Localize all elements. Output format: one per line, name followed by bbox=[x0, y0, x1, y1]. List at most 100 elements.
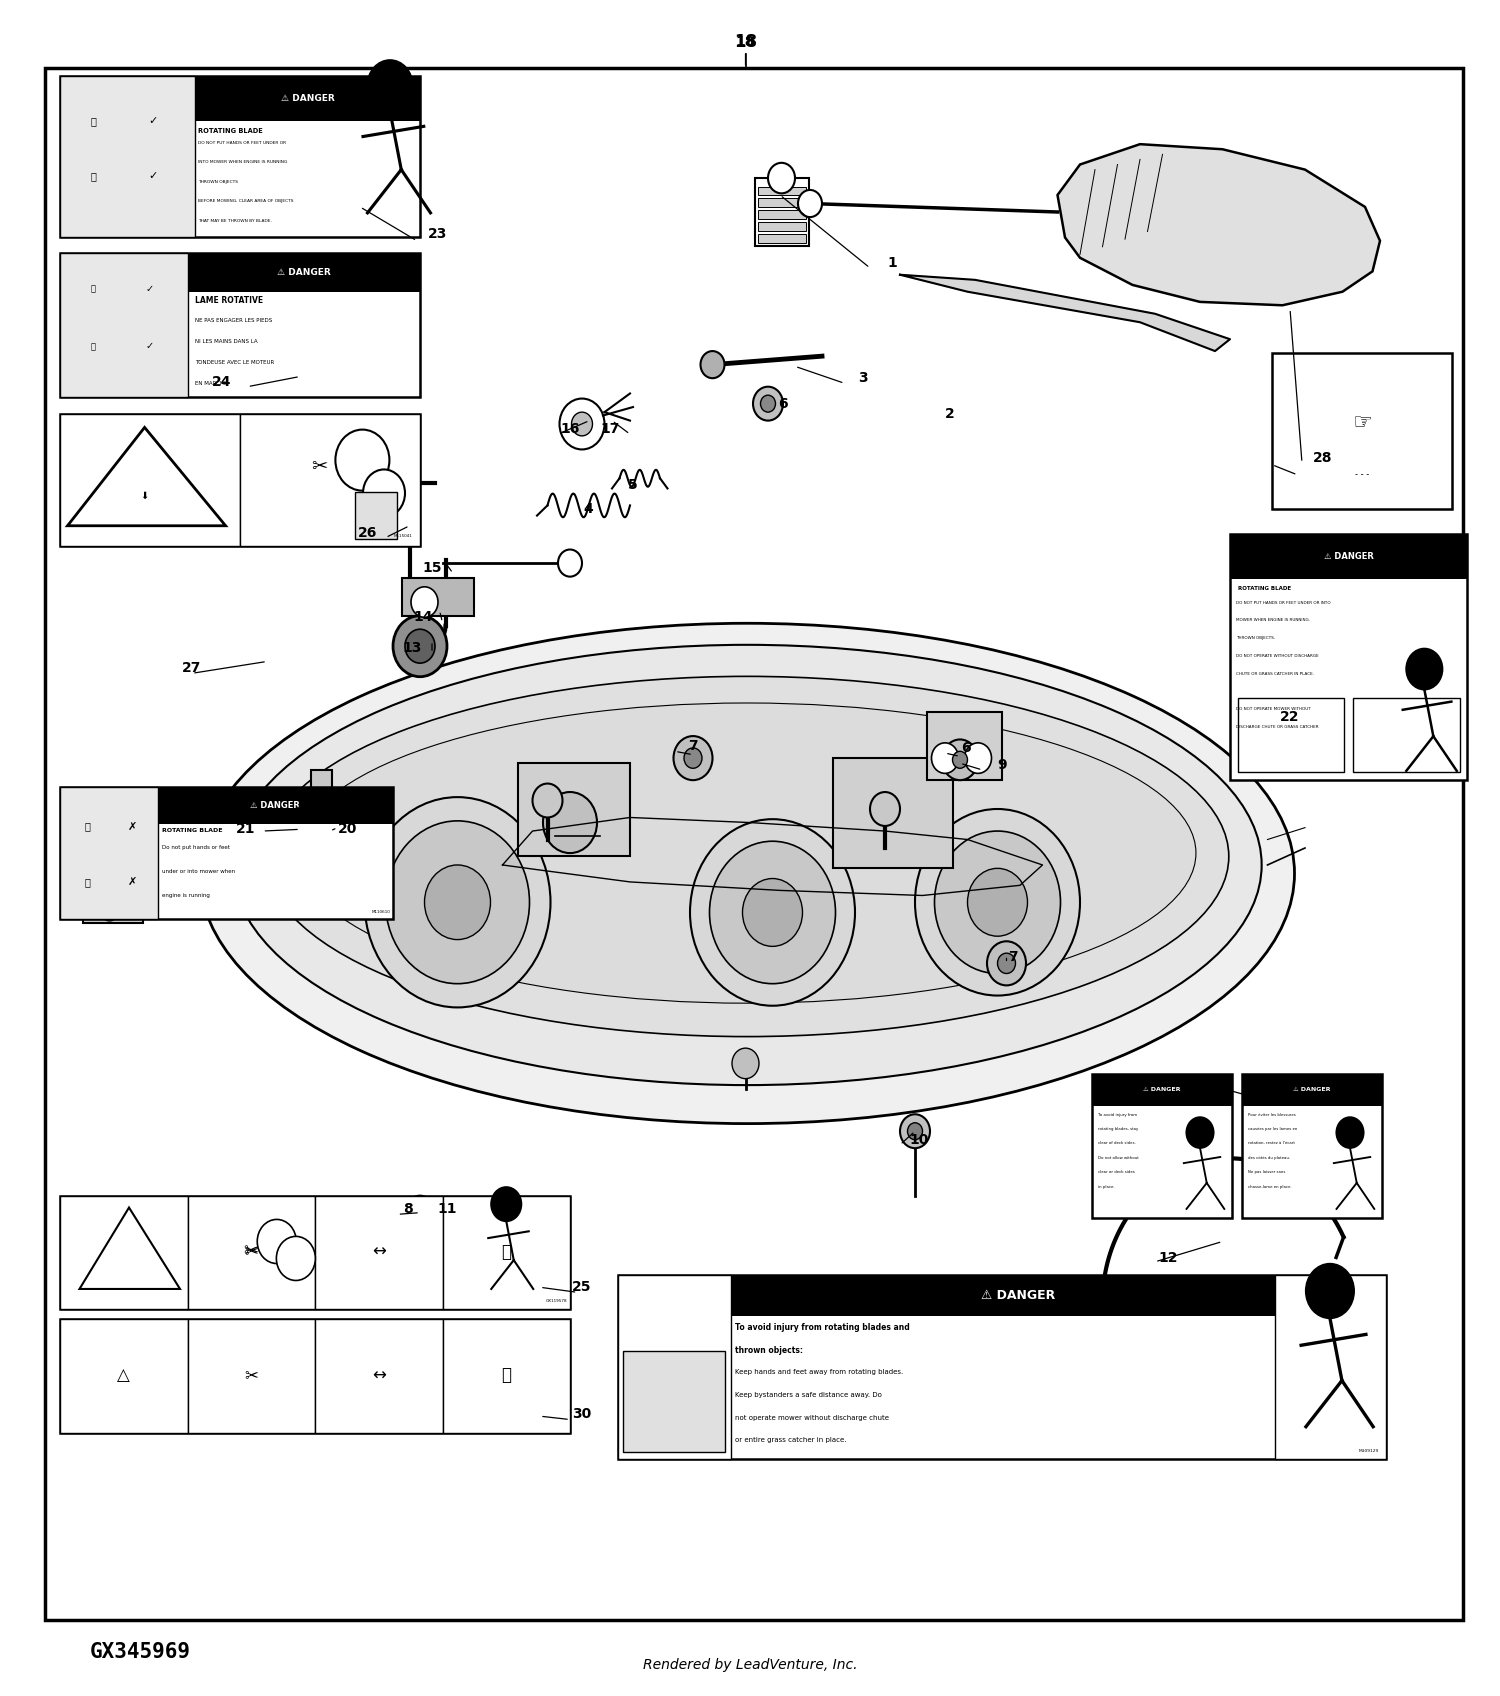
Bar bbox=[442, 1196, 570, 1309]
Bar bbox=[60, 1196, 188, 1309]
Text: 11: 11 bbox=[438, 1202, 456, 1216]
Text: 🧍: 🧍 bbox=[501, 1367, 512, 1384]
Bar bbox=[758, 210, 806, 219]
Text: or entire grass catcher in place.: or entire grass catcher in place. bbox=[735, 1438, 846, 1443]
Text: TONDEUSE AVEC LE MOTEUR: TONDEUSE AVEC LE MOTEUR bbox=[195, 360, 274, 365]
Text: Pour éviter les blessures: Pour éviter les blessures bbox=[1248, 1113, 1296, 1116]
Circle shape bbox=[987, 941, 1026, 985]
Text: ROTATING BLADE: ROTATING BLADE bbox=[162, 828, 222, 833]
Bar bbox=[60, 76, 195, 237]
Text: 5: 5 bbox=[628, 478, 638, 492]
Text: ⚠ DANGER: ⚠ DANGER bbox=[1143, 1087, 1180, 1092]
Circle shape bbox=[100, 838, 118, 858]
Text: rotating blades, stay: rotating blades, stay bbox=[1098, 1128, 1138, 1131]
Text: ⚠ DANGER: ⚠ DANGER bbox=[1293, 1087, 1330, 1092]
Text: Ne pas laisser sans: Ne pas laisser sans bbox=[1248, 1170, 1286, 1174]
Circle shape bbox=[332, 814, 356, 841]
Bar bbox=[188, 1196, 315, 1309]
Text: under or into mower when: under or into mower when bbox=[162, 868, 236, 873]
Circle shape bbox=[100, 855, 118, 875]
Text: 17: 17 bbox=[602, 422, 619, 436]
Text: ⬇: ⬇ bbox=[141, 490, 148, 500]
Circle shape bbox=[543, 792, 597, 853]
Circle shape bbox=[364, 797, 550, 1007]
Circle shape bbox=[558, 550, 582, 577]
Bar bbox=[310, 770, 332, 807]
Text: Do not allow without: Do not allow without bbox=[1098, 1157, 1138, 1160]
Bar bbox=[1242, 1074, 1382, 1218]
Text: ☞: ☞ bbox=[1352, 414, 1372, 432]
Circle shape bbox=[386, 821, 530, 984]
Text: Rendered by LeadVenture, Inc.: Rendered by LeadVenture, Inc. bbox=[642, 1659, 858, 1672]
Circle shape bbox=[742, 879, 802, 946]
Bar bbox=[158, 787, 393, 824]
Circle shape bbox=[732, 1048, 759, 1079]
Circle shape bbox=[900, 1114, 930, 1148]
Bar bbox=[60, 787, 393, 919]
Text: △: △ bbox=[117, 1367, 130, 1384]
Bar bbox=[927, 712, 1002, 780]
Bar bbox=[60, 1319, 570, 1433]
Text: causées par les lames en: causées par les lames en bbox=[1248, 1128, 1298, 1131]
Text: ↔: ↔ bbox=[372, 1243, 386, 1260]
Text: 24: 24 bbox=[213, 375, 231, 388]
Text: 13: 13 bbox=[404, 641, 422, 655]
Text: 4: 4 bbox=[584, 502, 592, 516]
Bar bbox=[60, 414, 240, 546]
Text: ⚠ DANGER: ⚠ DANGER bbox=[1323, 551, 1374, 561]
Text: 12: 12 bbox=[1158, 1252, 1179, 1265]
Circle shape bbox=[285, 812, 315, 846]
Circle shape bbox=[998, 953, 1016, 974]
Text: DO NOT PUT HANDS OR FEET UNDER OR INTO: DO NOT PUT HANDS OR FEET UNDER OR INTO bbox=[1236, 600, 1330, 605]
Bar bbox=[315, 1319, 442, 1433]
Text: 🖐: 🖐 bbox=[90, 285, 96, 293]
Polygon shape bbox=[80, 1208, 180, 1289]
Bar bbox=[60, 787, 158, 919]
Circle shape bbox=[700, 351, 724, 378]
Text: 🧍: 🧍 bbox=[501, 1243, 512, 1260]
Text: 31: 31 bbox=[1284, 1091, 1302, 1104]
Circle shape bbox=[1336, 1118, 1364, 1148]
Text: engine is running: engine is running bbox=[162, 892, 210, 897]
Text: THROWN OBJECTS: THROWN OBJECTS bbox=[198, 180, 238, 183]
Text: INTO MOWER WHEN ENGINE IS RUNNING: INTO MOWER WHEN ENGINE IS RUNNING bbox=[198, 161, 288, 165]
Text: DO NOT OPERATE MOWER WITHOUT: DO NOT OPERATE MOWER WITHOUT bbox=[1236, 707, 1311, 712]
Text: 16: 16 bbox=[561, 422, 579, 436]
Text: 27: 27 bbox=[183, 661, 201, 675]
Bar bbox=[60, 414, 420, 546]
Circle shape bbox=[942, 739, 978, 780]
Bar bbox=[60, 1196, 570, 1309]
Bar bbox=[60, 253, 420, 397]
Circle shape bbox=[294, 823, 306, 836]
Circle shape bbox=[492, 1187, 522, 1221]
Text: 20: 20 bbox=[339, 823, 357, 836]
Text: 14: 14 bbox=[413, 611, 432, 624]
Text: GX119578: GX119578 bbox=[546, 1299, 567, 1303]
Text: 🖐: 🖐 bbox=[90, 343, 96, 351]
Text: ✂: ✂ bbox=[244, 1243, 258, 1260]
Circle shape bbox=[393, 616, 447, 677]
Text: ⚠ DANGER: ⚠ DANGER bbox=[981, 1289, 1056, 1303]
Text: 7: 7 bbox=[688, 739, 698, 753]
Text: 26: 26 bbox=[358, 526, 376, 539]
Circle shape bbox=[1407, 648, 1443, 689]
Bar bbox=[730, 1275, 1304, 1316]
Circle shape bbox=[760, 395, 776, 412]
Bar bbox=[1230, 534, 1467, 780]
Text: GX345969: GX345969 bbox=[90, 1642, 190, 1662]
Text: THROWN OBJECTS.: THROWN OBJECTS. bbox=[1236, 636, 1275, 641]
Text: 25: 25 bbox=[573, 1280, 591, 1294]
Text: 🖐: 🖐 bbox=[90, 117, 96, 127]
Text: - - -: - - - bbox=[1354, 470, 1370, 478]
Circle shape bbox=[1186, 1118, 1214, 1148]
Text: ROTATING BLADE: ROTATING BLADE bbox=[1238, 585, 1290, 590]
Text: 8: 8 bbox=[404, 1202, 412, 1216]
Text: 18: 18 bbox=[734, 34, 758, 51]
Bar bbox=[1092, 1074, 1232, 1106]
Text: 30: 30 bbox=[573, 1408, 591, 1421]
Circle shape bbox=[1306, 1264, 1354, 1318]
Bar bbox=[758, 234, 806, 243]
Text: 21: 21 bbox=[237, 823, 255, 836]
Circle shape bbox=[424, 865, 490, 940]
Circle shape bbox=[405, 1196, 435, 1230]
